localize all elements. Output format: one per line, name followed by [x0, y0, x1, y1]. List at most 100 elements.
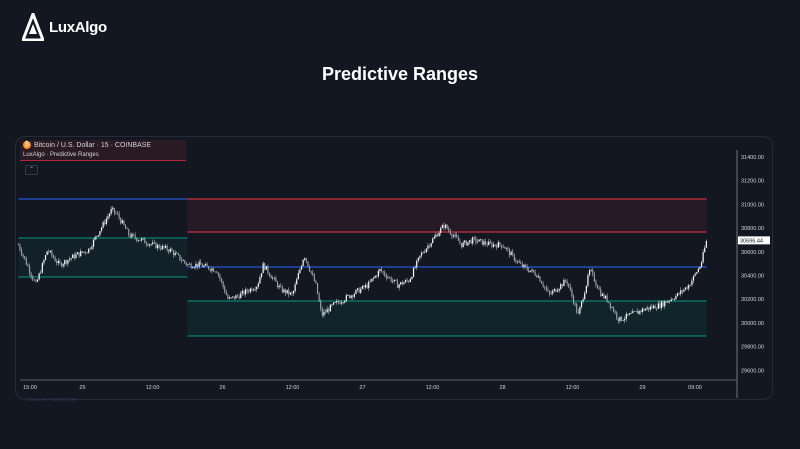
candle: [692, 275, 695, 281]
candle: [688, 285, 690, 289]
candle: [276, 281, 279, 288]
candle: [32, 276, 34, 280]
x-tick-label: 12:00: [146, 385, 160, 391]
candle: [177, 253, 179, 255]
candle: [444, 224, 447, 228]
candle: [265, 266, 267, 270]
candle: [144, 238, 146, 244]
candle: [516, 261, 519, 262]
candle: [427, 245, 429, 249]
candle: [524, 264, 527, 267]
candle: [502, 246, 504, 248]
candle: [115, 212, 117, 214]
candle: [659, 303, 661, 308]
candle: [550, 293, 552, 295]
y-tick-label: 31000.00: [741, 202, 764, 208]
candle: [470, 240, 472, 244]
chevron-up-icon[interactable]: ⌃: [25, 165, 38, 175]
support-zone: [187, 300, 707, 337]
candle: [307, 261, 309, 267]
candle: [152, 242, 154, 245]
candle: [473, 237, 475, 238]
candle: [339, 302, 341, 304]
candle: [424, 252, 426, 253]
candle: [200, 261, 202, 265]
candle: [80, 251, 82, 257]
candle: [176, 252, 178, 254]
candle: [110, 208, 112, 214]
candle: [702, 252, 704, 263]
candle: [632, 311, 634, 314]
candle: [268, 272, 271, 276]
indicator-label[interactable]: LuxAlgo · Predictive Ranges: [23, 152, 99, 158]
candle: [260, 273, 263, 278]
candle: [662, 301, 664, 307]
candle: [558, 288, 560, 291]
candle: [150, 244, 152, 245]
candle: [417, 257, 419, 261]
candle: [673, 299, 675, 300]
candle: [664, 301, 666, 307]
y-tick-label: 29800.00: [741, 345, 764, 351]
candle: [697, 268, 699, 273]
candle: [598, 288, 600, 290]
candle: [460, 243, 463, 248]
candle: [254, 289, 256, 290]
candle: [505, 248, 507, 249]
candle: [635, 311, 637, 312]
candle: [587, 275, 589, 286]
candle: [537, 276, 539, 278]
candle: [160, 248, 162, 250]
candle: [128, 228, 130, 236]
candle: [667, 301, 669, 303]
candle: [345, 295, 347, 301]
candle: [76, 252, 79, 255]
y-tick-label: 30400.00: [741, 273, 764, 279]
candle: [654, 305, 656, 309]
candle: [555, 289, 557, 292]
candle: [638, 310, 640, 314]
candle: [408, 280, 410, 282]
candle: [656, 308, 658, 310]
candle: [569, 286, 571, 290]
candle: [643, 308, 645, 311]
candle: [580, 301, 583, 308]
candle: [675, 295, 677, 300]
candle: [238, 296, 240, 299]
candle: [699, 267, 701, 269]
candle: [163, 245, 165, 248]
candle: [689, 285, 691, 286]
candle: [515, 260, 517, 262]
candle: [403, 282, 405, 285]
luxalgo-logo: LuxAlgo: [22, 13, 107, 41]
symbol-legend[interactable]: ₿ Bitcoin / U.S. Dollar · 15 · COINBASE: [23, 141, 151, 149]
candle: [188, 263, 191, 265]
candle: [681, 290, 683, 292]
candle: [129, 235, 131, 238]
candle: [347, 295, 349, 296]
candle: [590, 270, 592, 271]
y-tick-label: 30600.00: [741, 250, 764, 256]
candle: [572, 296, 575, 304]
candle: [203, 265, 205, 267]
candle: [123, 220, 125, 226]
candle: [448, 228, 450, 231]
candle: [432, 238, 434, 244]
candle: [334, 302, 336, 303]
y-tick-label: 31400.00: [741, 155, 764, 161]
candle: [636, 311, 639, 314]
candle: [126, 228, 128, 230]
candle: [187, 264, 189, 266]
candle: [694, 273, 696, 276]
candle: [25, 258, 27, 265]
candle: [684, 287, 687, 290]
candle: [78, 252, 80, 257]
candle: [88, 248, 90, 253]
y-tick-label: 29600.00: [741, 368, 764, 374]
candle: [630, 313, 632, 314]
tradingview-credit[interactable]: Charts by TradingView: [26, 397, 77, 403]
candle: [291, 292, 293, 294]
bitcoin-icon: ₿: [23, 141, 31, 149]
candle: [54, 257, 56, 262]
